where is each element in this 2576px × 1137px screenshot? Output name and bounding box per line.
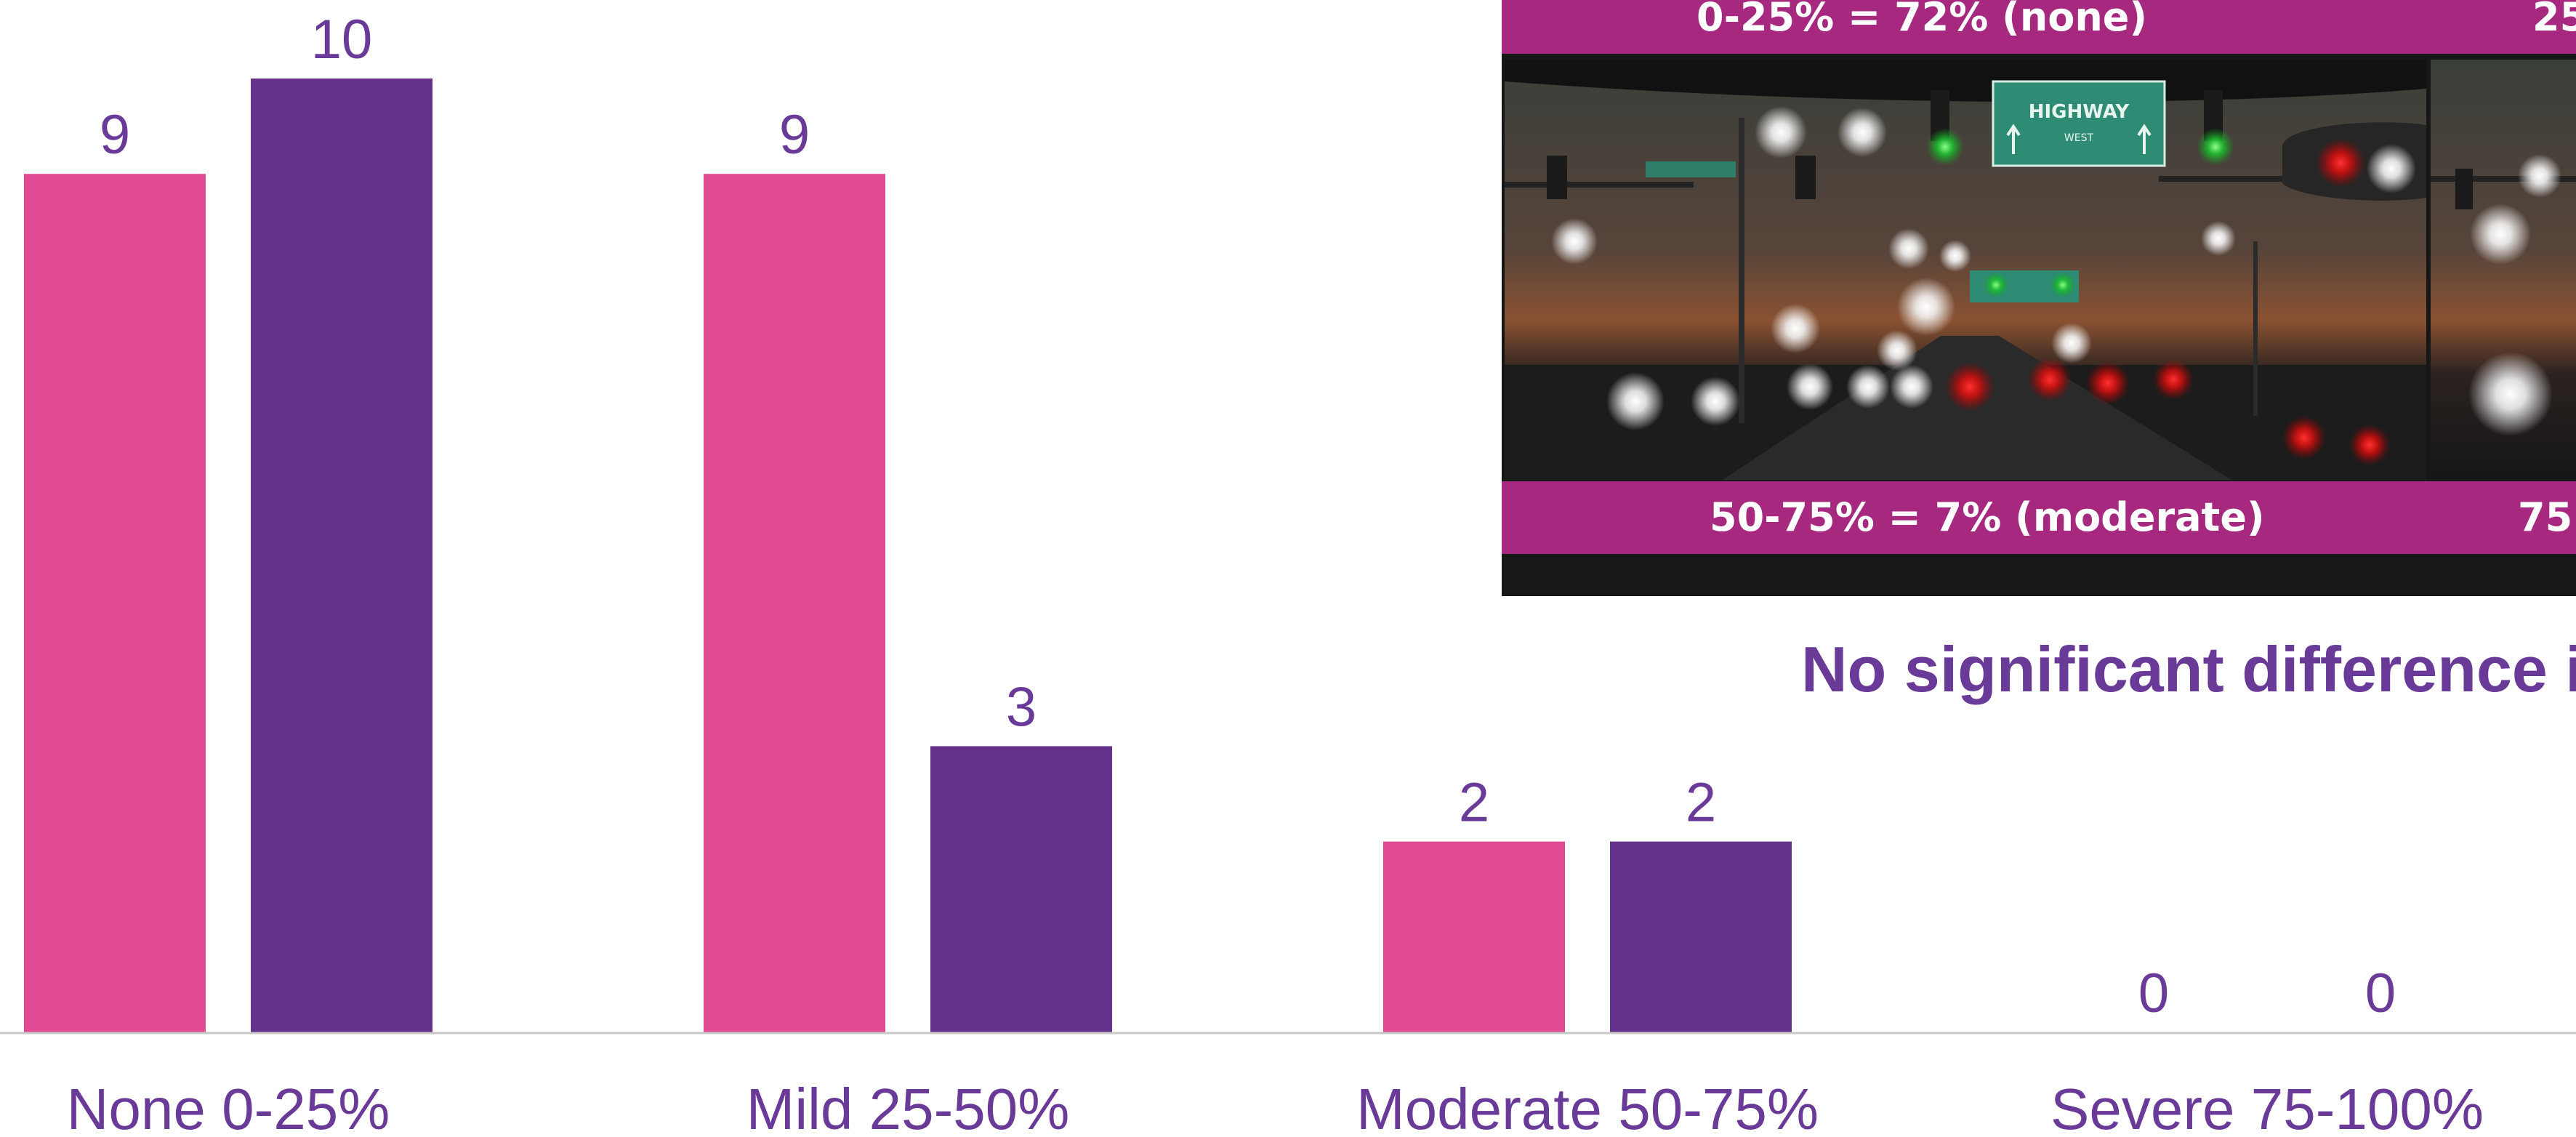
bar-s2-c2 <box>930 746 1112 1032</box>
data-label-s1-c4: 0 <box>2138 963 2169 1024</box>
category-label-4: Severe 75-100% <box>2050 1077 2484 1137</box>
category-label-3: Moderate 50-75% <box>1356 1077 1819 1137</box>
banner-bottom-right-text: 75 <box>2518 494 2573 540</box>
data-label-s1-c2: 9 <box>779 104 810 166</box>
bar-s2-c3 <box>1610 841 1792 1032</box>
bar-s2-c1 <box>251 79 432 1032</box>
data-label-s2-c1: 10 <box>311 9 373 71</box>
highway-sign-text: HIGHWAY <box>2029 101 2130 123</box>
data-label-s2-c3: 2 <box>1686 772 1716 834</box>
bar-s1-c2 <box>704 174 885 1033</box>
data-label-s2-c4: 0 <box>2365 963 2396 1024</box>
bottom-banner: 50-75% = 7% (moderate) 75 <box>1502 481 2576 554</box>
data-label-s2-c2: 3 <box>1006 676 1037 738</box>
night-road-glare-image-2 <box>2431 60 2576 480</box>
glare-photo-panel: 0-25% = 72% (none) 25 <box>1502 0 2576 596</box>
highway-sign-subtext: WEST <box>2064 132 2094 144</box>
category-label-1: None 0-25% <box>67 1077 390 1137</box>
data-label-s1-c3: 2 <box>1459 772 1489 834</box>
night-road-glare-image: HIGHWAY WEST <box>1505 60 2426 480</box>
banner-bottom-left-text: 50-75% = 7% (moderate) <box>1710 494 2265 540</box>
banner-top-right-text: 25 <box>2532 0 2576 40</box>
bar-s1-c3 <box>1383 841 1565 1032</box>
banner-top-left-text: 0-25% = 72% (none) <box>1696 0 2148 40</box>
category-label-2: Mild 25-50% <box>746 1077 1070 1137</box>
data-label-s1-c1: 9 <box>100 104 130 166</box>
bar-s1-c1 <box>24 174 206 1033</box>
conclusion-text: No significant difference i <box>1801 633 2576 705</box>
top-banner: 0-25% = 72% (none) 25 <box>1502 0 2576 54</box>
